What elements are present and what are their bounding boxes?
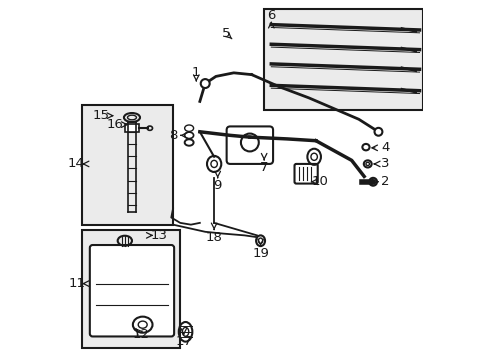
Ellipse shape bbox=[374, 128, 382, 136]
Text: 17: 17 bbox=[175, 335, 192, 348]
Ellipse shape bbox=[201, 79, 209, 88]
Text: 6: 6 bbox=[266, 9, 275, 22]
Text: 4: 4 bbox=[381, 141, 389, 154]
Bar bbox=[124, 124, 139, 132]
Text: 11: 11 bbox=[68, 277, 85, 290]
Text: 3: 3 bbox=[381, 157, 389, 170]
Bar bbox=[264, 9, 422, 111]
Text: 8: 8 bbox=[168, 129, 177, 142]
Text: 1: 1 bbox=[192, 66, 200, 79]
Text: 10: 10 bbox=[310, 175, 327, 188]
Text: 14: 14 bbox=[67, 157, 84, 170]
Bar bbox=[82, 105, 173, 225]
Text: 12: 12 bbox=[132, 328, 149, 341]
Text: 9: 9 bbox=[213, 179, 222, 192]
Text: 7: 7 bbox=[259, 161, 268, 174]
Text: 18: 18 bbox=[205, 231, 222, 244]
Bar bbox=[82, 230, 180, 348]
Text: 16: 16 bbox=[106, 118, 123, 131]
Text: 19: 19 bbox=[252, 247, 268, 260]
FancyBboxPatch shape bbox=[294, 164, 317, 184]
Text: 15: 15 bbox=[92, 109, 109, 122]
Text: 5: 5 bbox=[221, 27, 230, 40]
FancyBboxPatch shape bbox=[226, 126, 272, 164]
Text: 2: 2 bbox=[381, 175, 389, 188]
FancyBboxPatch shape bbox=[90, 245, 174, 337]
Text: 13: 13 bbox=[150, 229, 167, 242]
